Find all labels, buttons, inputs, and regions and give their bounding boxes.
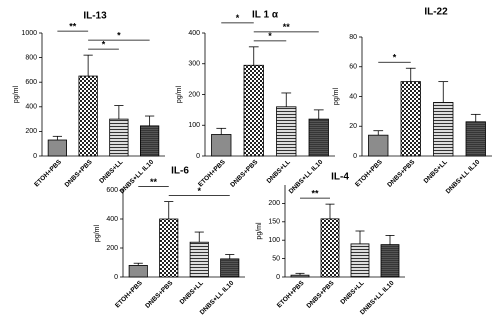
y-tick-label: 400 [188, 30, 200, 37]
significance-label: * [117, 31, 121, 41]
significance-label: ** [150, 177, 158, 187]
x-tick-label: DNBS+PBS [386, 158, 417, 189]
x-tick-label: ETOH+PBS [114, 279, 144, 309]
bar [128, 264, 148, 278]
x-tick-label: DNBS+LL [179, 280, 205, 306]
x-tick-label: ETOH+PBS [197, 158, 227, 188]
y-tick-label: 400 [25, 104, 37, 111]
y-tick-label: 0 [114, 274, 118, 281]
chart-title: IL-13 [83, 11, 107, 22]
chart-title: IL-6 [171, 166, 189, 177]
y-tick-label: 600 [25, 79, 37, 86]
y-tick-label: 150 [268, 219, 280, 226]
y-axis-label: pg/ml [256, 222, 263, 240]
x-tick-label: DNBS+PBS [64, 158, 95, 189]
x-tick-label: DNBS+PBS [229, 158, 260, 189]
y-tick-label: 800 [25, 54, 37, 61]
bar [276, 106, 297, 157]
significance-label: * [197, 186, 201, 196]
y-tick-label: 0 [33, 153, 37, 160]
y-tick-label: 1000 [21, 30, 37, 37]
x-tick-label: DNBS+PBS [306, 279, 337, 310]
bar [78, 75, 98, 157]
y-axis-label: pg/ml [13, 86, 20, 104]
bar [139, 125, 160, 157]
y-tick-label: 200 [106, 245, 118, 252]
bar [350, 243, 370, 278]
y-tick-label: 400 [106, 216, 118, 223]
bar [211, 134, 232, 157]
y-tick-label: 200 [25, 128, 37, 135]
y-axis-label: pg/ml [333, 88, 340, 106]
chart-title: IL-4 [331, 172, 349, 183]
significance-label: ** [69, 22, 77, 32]
chart-title: IL-22 [424, 7, 448, 18]
y-tick-label: 80 [349, 34, 357, 41]
chart-title: IL 1 α [252, 10, 279, 21]
y-tick-label: 0 [196, 153, 200, 160]
bar [380, 244, 400, 278]
x-tick-label: DNBS+LL [266, 159, 292, 185]
x-tick-label: ETOH+PBS [276, 279, 306, 309]
significance-label: * [102, 40, 106, 50]
significance-label: * [236, 13, 240, 23]
y-axis-label: pg/ml [176, 86, 183, 104]
bar [159, 218, 179, 278]
significance-label: ** [311, 189, 319, 199]
bar [433, 102, 454, 157]
bar [220, 258, 240, 278]
y-tick-label: 600 [106, 187, 118, 194]
y-tick-label: 0 [276, 274, 280, 281]
y-tick-label: 50 [272, 255, 280, 262]
bar [189, 241, 209, 278]
y-tick-label: 0 [353, 153, 357, 160]
y-tick-label: 100 [268, 237, 280, 244]
x-tick-label: ETOH+PBS [33, 158, 63, 188]
bar [243, 64, 264, 157]
y-tick-label: 60 [349, 64, 357, 71]
bar [320, 218, 340, 278]
y-tick-label: 200 [188, 91, 200, 98]
bar [368, 134, 389, 157]
x-tick-label: DNBS+LL IL10 [445, 158, 482, 195]
x-tick-label: DNBS+LL [423, 159, 449, 185]
y-tick-label: 40 [349, 93, 357, 100]
x-tick-label: DNBS+LL [339, 280, 365, 306]
significance-label: * [393, 53, 397, 63]
y-tick-label: 200 [268, 200, 280, 207]
bar [109, 118, 129, 157]
significance-label: ** [283, 22, 291, 32]
x-tick-label: DNBS+PBS [144, 279, 175, 310]
bar [290, 274, 310, 278]
bar [400, 81, 421, 157]
x-tick-label: DNBS+LL [98, 159, 124, 185]
bar [308, 118, 329, 157]
y-axis-label: pg/ml [94, 225, 101, 243]
y-tick-label: 300 [188, 61, 200, 68]
y-tick-label: 100 [188, 122, 200, 129]
bar [47, 139, 68, 157]
significance-label: * [268, 31, 272, 41]
bar [465, 121, 486, 157]
y-tick-label: 20 [349, 123, 357, 130]
x-tick-label: ETOH+PBS [354, 158, 384, 188]
x-tick-label: DNBS+LL IL10 [288, 158, 325, 195]
